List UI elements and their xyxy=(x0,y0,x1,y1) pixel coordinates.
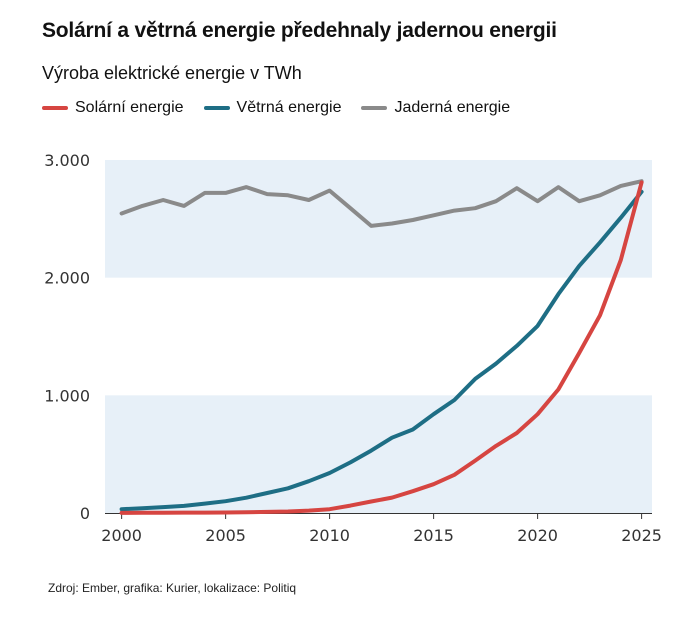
legend-label-nuclear: Jaderná energie xyxy=(394,99,511,116)
x-tick-label: 2015 xyxy=(413,526,454,545)
legend-item-wind: Větrná energie xyxy=(203,99,342,117)
legend: Solární energie Větrná energie Jaderná e… xyxy=(42,96,530,120)
legend-item-nuclear: Jaderná energie xyxy=(361,99,510,117)
legend-label-wind: Větrná energie xyxy=(236,99,342,116)
source-note: Zdroj: Ember, grafika: Kurier, lokalizac… xyxy=(48,581,297,595)
line-chart: 0 1.000 2.000 3.000 2000 2005 2010 2015 2020 2025 xyxy=(44,151,662,545)
series-line-solar xyxy=(119,180,644,515)
y-tick-label: 3.000 xyxy=(44,151,90,170)
x-tick-label: 2005 xyxy=(205,526,246,545)
series-line-nuclear xyxy=(119,179,644,228)
x-tick-label: 2010 xyxy=(309,526,350,545)
legend-swatch-wind xyxy=(203,106,230,110)
x-tick-label: 2020 xyxy=(517,526,558,545)
legend-item-solar: Solární energie xyxy=(42,99,184,117)
legend-label-solar: Solární energie xyxy=(75,99,184,116)
chart-subtitle: Výroba elektrické energie v TWh xyxy=(42,63,302,83)
series-line-wind xyxy=(119,189,644,512)
y-tick-label: 1.000 xyxy=(44,386,90,405)
y-tick-label: 0 xyxy=(80,504,90,523)
plot-band-0-1000 xyxy=(105,395,652,513)
legend-swatch-nuclear xyxy=(361,106,388,110)
y-tick-label: 2.000 xyxy=(44,269,90,288)
legend-swatch-solar xyxy=(42,106,68,110)
plot-band-2000-3000 xyxy=(105,160,652,278)
x-tick-label: 2025 xyxy=(621,526,662,545)
x-tick-label: 2000 xyxy=(101,526,142,545)
chart-title: Solární a větrná energie předehnaly jade… xyxy=(42,19,557,42)
